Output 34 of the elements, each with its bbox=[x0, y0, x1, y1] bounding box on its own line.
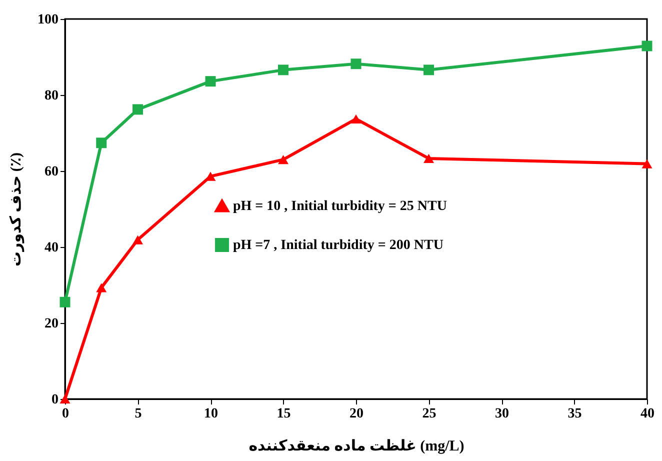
point bbox=[60, 394, 70, 404]
point bbox=[642, 40, 652, 52]
legend-label: pH = 10 , Initial turbidity = 25 NTU bbox=[233, 199, 447, 214]
y-tick-label: 100 bbox=[38, 12, 58, 28]
point bbox=[96, 138, 107, 148]
x-tick-label: 15 bbox=[276, 406, 291, 422]
y-tick-label: 40 bbox=[44, 240, 58, 256]
x-axis-title: غلظت ماده منعقدکننده (mg/L) bbox=[248, 438, 464, 454]
point bbox=[60, 296, 70, 308]
y-axis-title: حذف کدورت (٪) bbox=[8, 152, 24, 266]
x-tick-label: 35 bbox=[568, 406, 582, 422]
legend-label: pH =7 , Initial turbidity = 200 NTU bbox=[233, 238, 444, 253]
point bbox=[642, 159, 652, 168]
point bbox=[96, 283, 107, 292]
point bbox=[278, 64, 288, 76]
point bbox=[424, 64, 434, 76]
y-tick-label: 80 bbox=[44, 88, 58, 104]
x-tick-label: 30 bbox=[495, 406, 509, 422]
y-tick-label: 60 bbox=[44, 164, 58, 180]
point bbox=[132, 235, 143, 244]
point bbox=[205, 76, 216, 87]
point bbox=[350, 114, 362, 124]
x-tick-label: 5 bbox=[134, 406, 142, 422]
point bbox=[424, 154, 434, 163]
point bbox=[132, 104, 143, 115]
x-tick-label: 10 bbox=[204, 406, 218, 422]
x-tick-label: 20 bbox=[350, 406, 364, 422]
y-tick-label: 0 bbox=[52, 392, 58, 408]
point bbox=[350, 58, 362, 70]
point bbox=[278, 155, 288, 164]
y-tick-label: 20 bbox=[44, 316, 58, 332]
x-tick-label: 0 bbox=[62, 406, 69, 422]
x-tick-label: 40 bbox=[640, 406, 654, 422]
x-tick-label: 25 bbox=[422, 406, 436, 422]
